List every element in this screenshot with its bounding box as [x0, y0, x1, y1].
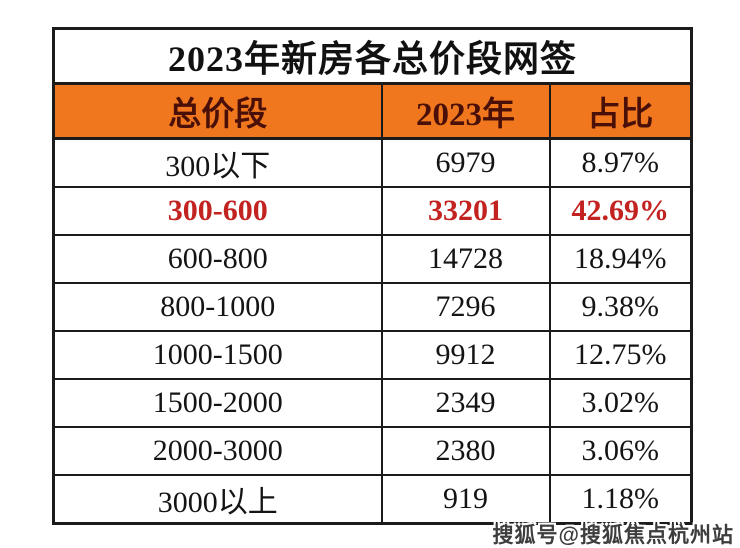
column-header-price-range: 总价段 — [52, 82, 383, 140]
price-range-cell: 1000-1500 — [52, 330, 383, 380]
count-cell: 6979 — [380, 137, 551, 188]
price-range-cell: 600-800 — [52, 234, 383, 284]
count-cell: 33201 — [380, 186, 551, 236]
table-row: 800-1000 7296 9.38% — [52, 282, 694, 332]
count-cell: 7296 — [380, 282, 551, 332]
price-range-cell: 3000以上 — [52, 474, 383, 525]
table-row-highlighted: 300-600 33201 42.69% — [52, 186, 694, 236]
count-cell: 9912 — [380, 330, 551, 380]
count-cell: 2349 — [380, 378, 551, 428]
price-band-table: 2023年新房各总价段网签 总价段 2023年 占比 300以下 6979 8.… — [51, 27, 694, 525]
sohu-watermark: 搜狐号@搜狐焦点杭州站 — [492, 524, 734, 547]
share-cell: 42.69% — [548, 186, 694, 236]
table-row: 600-800 14728 18.94% — [52, 234, 694, 284]
table-title: 2023年新房各总价段网签 — [51, 27, 694, 85]
share-cell: 3.06% — [548, 426, 694, 476]
table-row: 3000以上 919 1.18% — [52, 474, 694, 525]
price-range-cell: 300-600 — [52, 186, 383, 236]
table-title-row: 2023年新房各总价段网签 — [51, 27, 694, 85]
price-range-cell: 2000-3000 — [52, 426, 383, 476]
column-header-share: 占比 — [548, 82, 694, 140]
share-cell: 3.02% — [548, 378, 694, 428]
share-cell: 9.38% — [548, 282, 694, 332]
share-cell: 1.18% — [548, 474, 694, 525]
price-range-cell: 800-1000 — [52, 282, 383, 332]
count-cell: 14728 — [380, 234, 551, 284]
count-cell: 2380 — [380, 426, 551, 476]
price-range-cell: 1500-2000 — [52, 378, 383, 428]
column-header-year: 2023年 — [380, 82, 551, 140]
price-range-cell: 300以下 — [52, 137, 383, 188]
share-cell: 12.75% — [548, 330, 694, 380]
share-cell: 18.94% — [548, 234, 694, 284]
count-cell: 919 — [380, 474, 551, 525]
table-row: 300以下 6979 8.97% — [52, 137, 694, 188]
table-header-row: 总价段 2023年 占比 — [52, 82, 694, 140]
table-row: 1000-1500 9912 12.75% — [52, 330, 694, 380]
share-cell: 8.97% — [548, 137, 694, 188]
table-row: 1500-2000 2349 3.02% — [52, 378, 694, 428]
table-row: 2000-3000 2380 3.06% — [52, 426, 694, 476]
